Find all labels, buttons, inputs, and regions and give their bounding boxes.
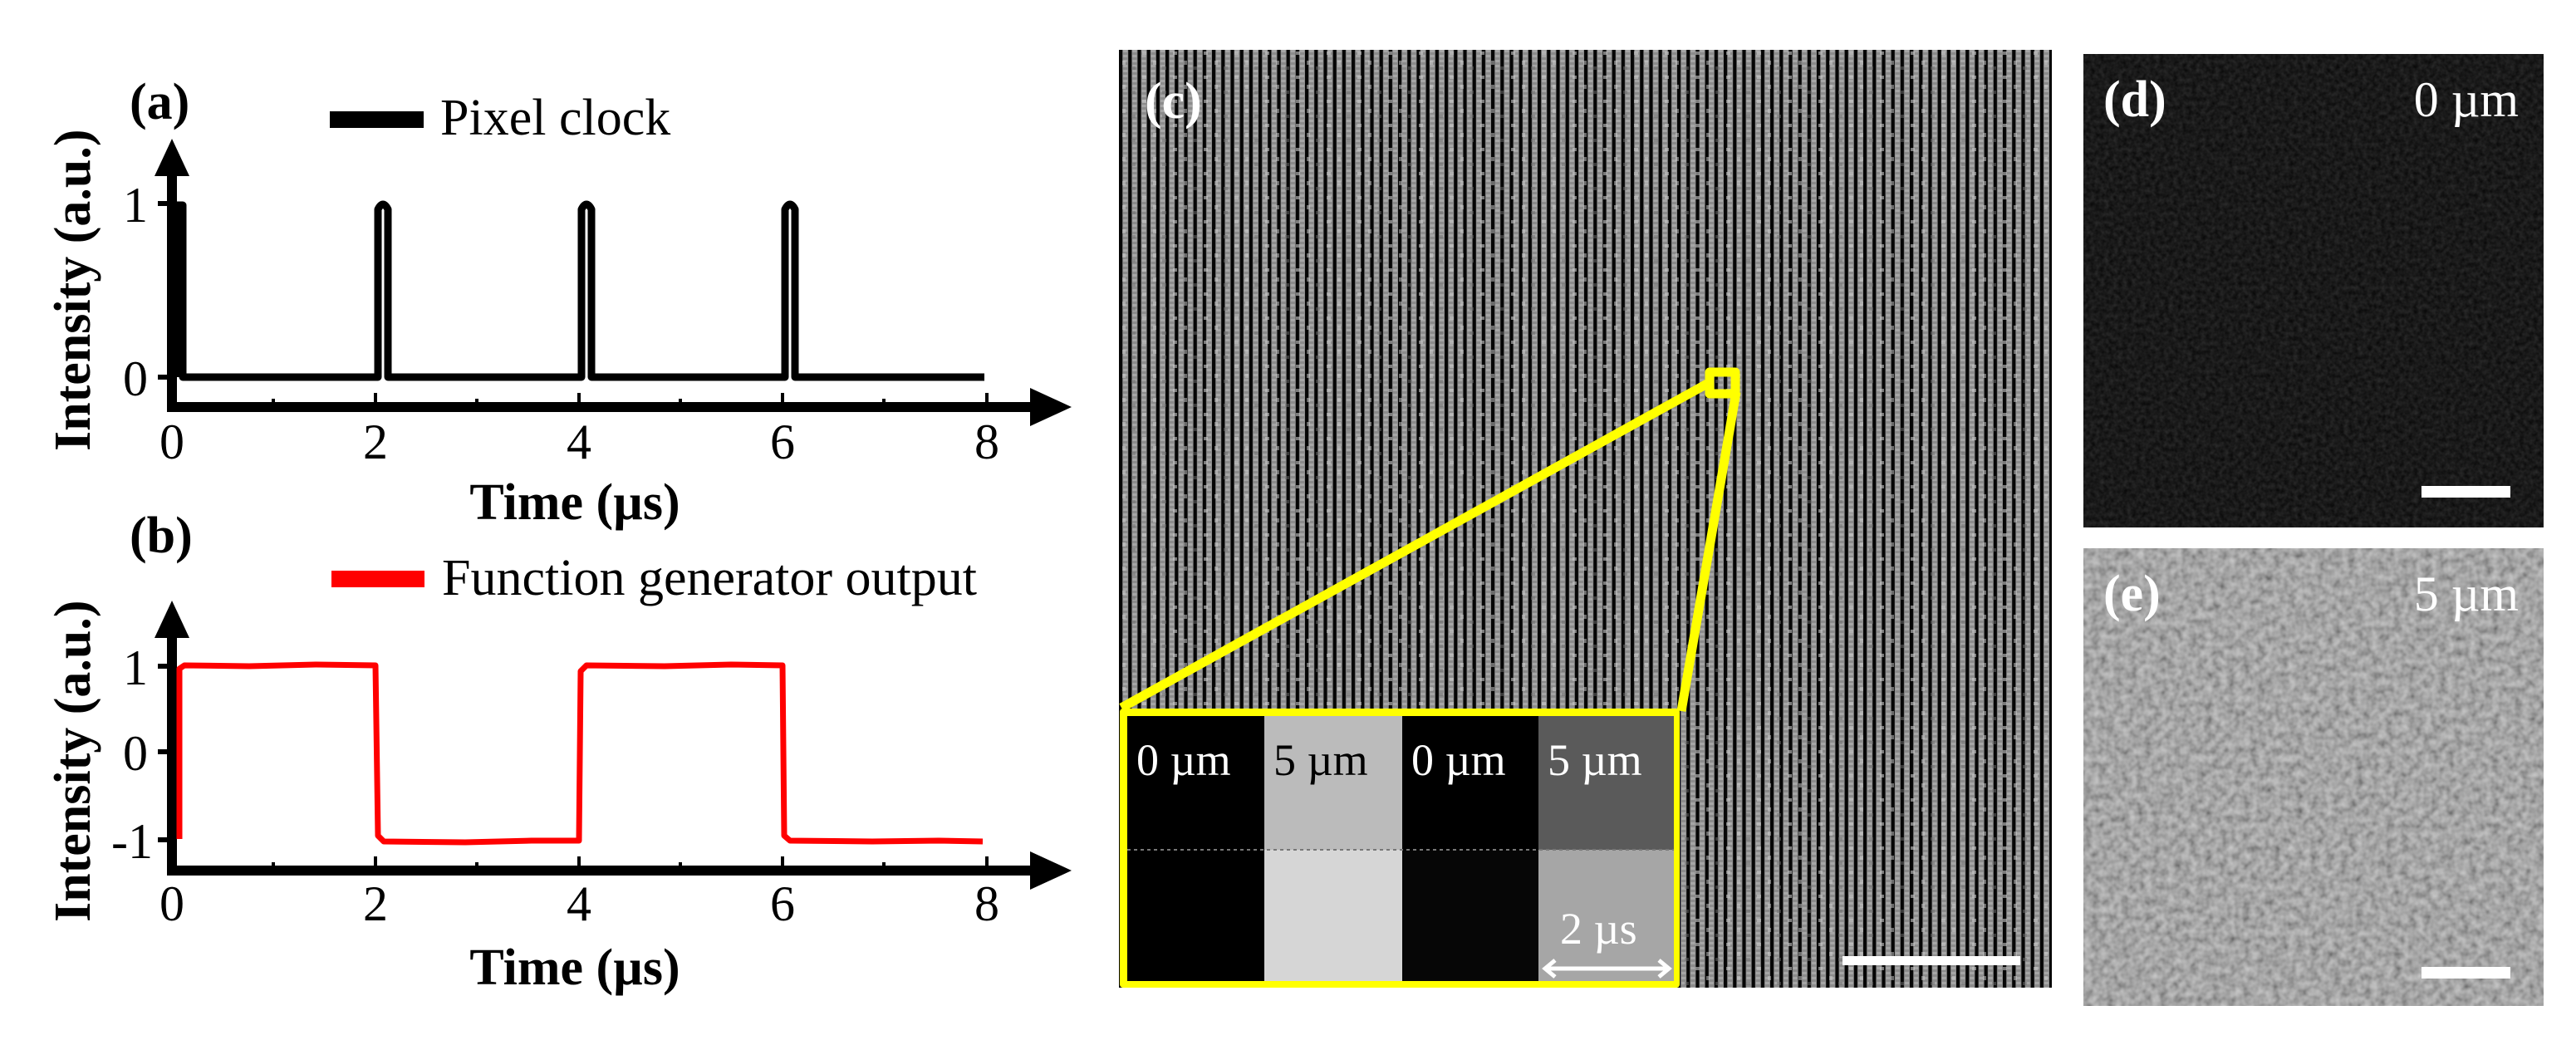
x-ticks-a xyxy=(272,393,989,407)
x-tick-label-b-0: 0 xyxy=(159,876,184,931)
panel-a-label: (a) xyxy=(130,74,189,130)
x-axis-title-b: Time (µs) xyxy=(469,939,680,996)
panel-e-label: (e) xyxy=(2103,566,2161,622)
inset-col-1-label: 0 µm xyxy=(1136,735,1231,785)
x-tick-label-b-2: 2 xyxy=(363,876,388,931)
legend-label-pixel-clock: Pixel clock xyxy=(440,90,670,146)
x-tick-label-b-4: 4 xyxy=(567,876,591,931)
zoom-line-left xyxy=(1119,380,1710,712)
x-axis-title-a: Time (µs) xyxy=(469,474,680,531)
x-tick-label-a-0: 0 xyxy=(159,415,184,469)
x-tick-label-a-4: 4 xyxy=(567,415,591,469)
y-tick-label-b-minus1: -1 xyxy=(111,814,153,869)
x-tick-label-a-2: 2 xyxy=(363,415,388,469)
inset: 0 µm 5 µm 0 µm 5 µm 2 µs xyxy=(1120,709,1680,988)
time-scale-arrow xyxy=(1542,959,1672,979)
x-axis-arrow-b xyxy=(1030,851,1072,890)
panel-c: (c) 0 µm 5 µm 0 µm 5 µm 2 µs xyxy=(1119,50,2052,988)
y-tick-label-a-0: 0 xyxy=(123,351,148,406)
panel-d-label: (d) xyxy=(2103,71,2166,128)
panel-e: (e) 5 µm xyxy=(2083,548,2544,1006)
y-axis-title-a: Intensity (a.u.) xyxy=(45,129,101,451)
x-axis-arrow-a xyxy=(1030,388,1072,426)
legend-a: Pixel clock xyxy=(330,90,670,146)
y-axis-arrow-b xyxy=(155,601,189,638)
panel-b-label: (b) xyxy=(130,508,193,564)
inset-col-4-top xyxy=(1538,716,1674,850)
legend-swatch-pixel-clock xyxy=(330,111,424,128)
inset-col-1-top xyxy=(1127,716,1264,850)
inset-col-4-bottom xyxy=(1538,850,1674,981)
time-scale-label: 2 µs xyxy=(1560,904,1637,954)
zoom-callout xyxy=(1119,367,1741,712)
y-axis-title-b: Intensity (a.u.) xyxy=(45,600,101,922)
zoom-line-right xyxy=(1676,391,1741,712)
x-tick-label-a-6: 6 xyxy=(770,415,795,469)
legend-label-function-generator: Function generator output xyxy=(442,550,977,606)
inset-col-3-bottom xyxy=(1402,850,1538,981)
y-tick-label-a-1: 1 xyxy=(123,178,148,233)
y-tick-label-b-0: 0 xyxy=(123,726,148,781)
x-tick-label-b-6: 6 xyxy=(770,876,795,931)
panel-d-texture xyxy=(2083,54,2544,527)
roi-box xyxy=(1705,367,1740,399)
legend-b: Function generator output xyxy=(331,550,977,606)
x-tick-label-b-8: 8 xyxy=(974,876,999,931)
y-tick-label-b-1: 1 xyxy=(123,640,148,695)
inset-col-4-label: 5 µm xyxy=(1548,735,1642,785)
series-pixel-clock xyxy=(172,200,984,381)
inset-col-2-bottom xyxy=(1264,850,1402,981)
scale-bar-e xyxy=(2421,967,2510,979)
panel-a: (a) Pixel clock Intensity (a.u.) 1 0 0 xyxy=(45,74,1072,531)
panel-e-texture xyxy=(2083,548,2544,1006)
x-ticks-b xyxy=(272,856,989,871)
panel-d-depth-label: 0 µm xyxy=(2414,72,2519,127)
inset-col-3-top xyxy=(1402,716,1538,850)
inset-col-1-bottom xyxy=(1127,850,1264,981)
inset-col-3-label: 0 µm xyxy=(1411,735,1506,785)
scale-bar-d xyxy=(2421,486,2510,498)
scale-bar-c xyxy=(1842,956,2020,965)
x-tick-label-a-8: 8 xyxy=(974,415,999,469)
legend-swatch-function-generator xyxy=(331,571,424,587)
panel-d: (d) 0 µm xyxy=(2083,54,2544,527)
y-axis-arrow-a xyxy=(155,139,189,176)
series-function-generator xyxy=(176,661,984,846)
panel-b: (b) Function generator output Intensity … xyxy=(45,508,1072,996)
inset-col-2-top xyxy=(1264,716,1402,850)
inset-col-2-label: 5 µm xyxy=(1273,735,1368,785)
panel-e-depth-label: 5 µm xyxy=(2414,567,2519,621)
panel-c-label: (c) xyxy=(1145,73,1202,130)
